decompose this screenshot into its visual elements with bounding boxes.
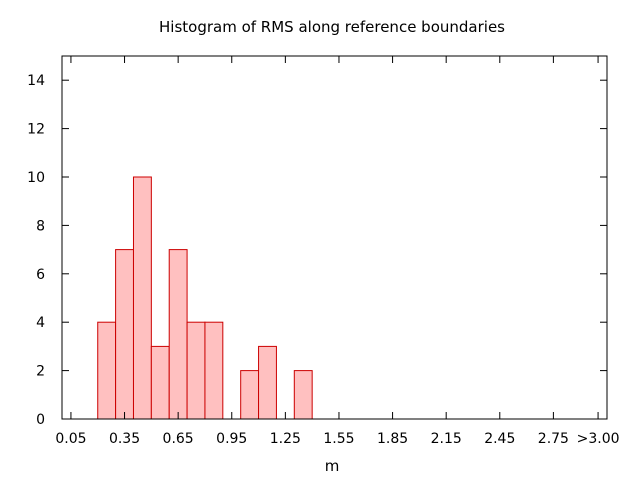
x-tick-label-2: 0.65: [163, 431, 194, 447]
x-tick-label-7: 2.15: [431, 431, 462, 447]
histogram-bar-0: [97, 321, 117, 420]
x-tick-label-6: 1.85: [377, 431, 408, 447]
x-tick-label-5: 1.55: [323, 431, 354, 447]
x-tick-label-0: 0.05: [55, 431, 86, 447]
y-tick-label-6: 12: [27, 122, 45, 138]
histogram-bar-2: [132, 176, 152, 420]
histogram-bar-7: [240, 370, 260, 420]
x-tick-label-3: 0.95: [216, 431, 247, 447]
bars-group: [97, 176, 313, 420]
y-tick-label-5: 10: [27, 170, 45, 186]
histogram-bar-6: [204, 321, 224, 420]
chart-title: Histogram of RMS along reference boundar…: [159, 18, 505, 36]
y-tick-label-7: 14: [27, 73, 45, 89]
y-tick-label-2: 4: [36, 315, 45, 331]
x-tick-label-9: 2.75: [538, 431, 569, 447]
histogram-bar-9: [293, 370, 313, 420]
x-tick-label-4: 1.25: [270, 431, 301, 447]
ticks-group: 0 2 4 6 8 10 12 14 0.05 0.35 0.65 0.95 1.25 1.55 1.85 2…: [27, 56, 620, 447]
plot-frame: [61, 55, 608, 420]
x-tick-label-8: 2.45: [484, 431, 515, 447]
histogram-bar-4: [168, 249, 188, 420]
y-tick-label-1: 2: [36, 364, 45, 380]
histogram-bar-1: [115, 249, 134, 420]
x-axis-label: m: [325, 457, 340, 475]
histogram-bar-5: [186, 321, 206, 420]
y-tick-label-4: 8: [36, 218, 45, 234]
x-tick-label-10: >3.00: [577, 431, 620, 447]
x-tick-label-1: 0.35: [109, 431, 140, 447]
histogram-bar-3: [150, 345, 170, 420]
y-tick-label-3: 6: [36, 267, 45, 283]
y-tick-label-0: 0: [36, 412, 45, 428]
histogram-bar-8: [258, 345, 277, 420]
